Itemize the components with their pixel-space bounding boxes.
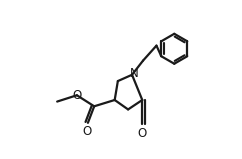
Text: O: O [72, 89, 82, 102]
Text: N: N [130, 67, 139, 80]
Text: O: O [83, 124, 92, 138]
Text: O: O [138, 127, 147, 140]
